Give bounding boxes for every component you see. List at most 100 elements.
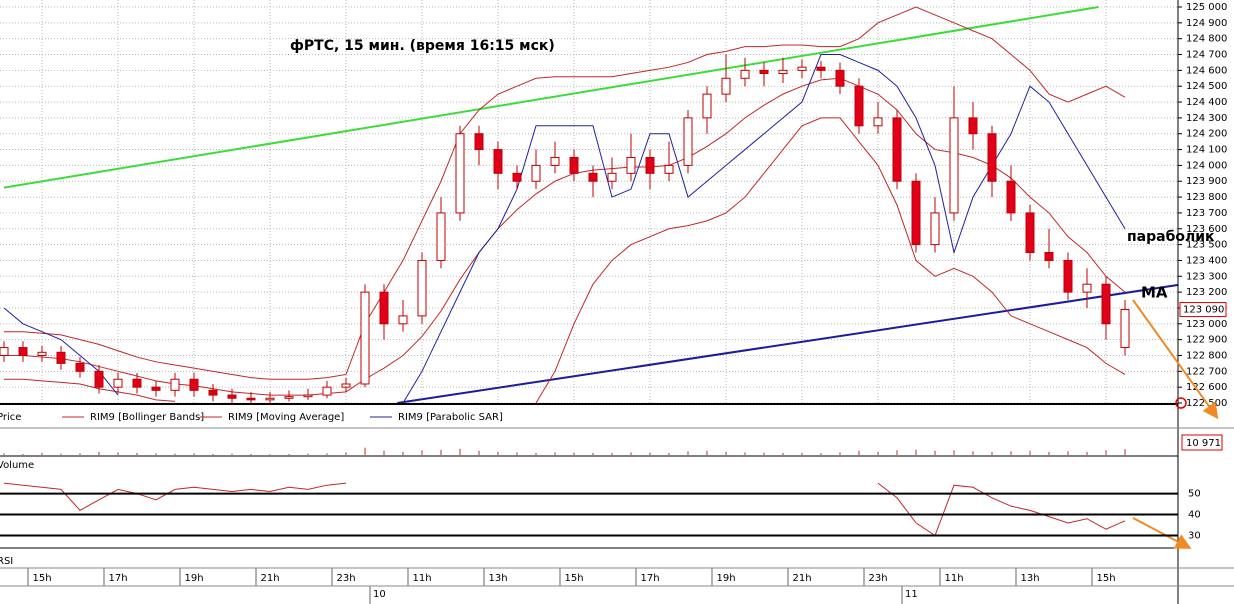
y-tick-label: 122 700 — [1186, 366, 1227, 377]
x-tick-label: 17h — [640, 573, 659, 584]
x-tick-label: 17h — [108, 573, 127, 584]
candle-body — [892, 117, 902, 182]
trendline — [3, 6, 1099, 189]
y-tick-label: 122 900 — [1186, 335, 1227, 346]
volume-bar — [706, 450, 708, 455]
candle-body — [1025, 212, 1035, 254]
candle-body — [474, 133, 484, 151]
arrow — [1132, 299, 1219, 420]
volume-bar — [364, 447, 366, 455]
candle-body — [0, 347, 9, 356]
y-tick-label: 30 — [1188, 531, 1201, 542]
x-tick-label: 13h — [1020, 573, 1039, 584]
candle-body — [797, 66, 807, 71]
y-tick-label: 123 200 — [1186, 287, 1227, 298]
x-tick-label: 11h — [412, 573, 431, 584]
y-tick-label: 124 000 — [1186, 160, 1227, 171]
candle-body — [911, 180, 921, 246]
candle-body — [56, 351, 66, 364]
trendline — [397, 283, 1178, 404]
volume-bar — [459, 448, 461, 455]
volume-bar — [573, 452, 575, 455]
y-tick-label: 124 700 — [1186, 50, 1227, 61]
volume-bar — [1029, 450, 1031, 455]
candle-body — [360, 291, 370, 385]
candle-body — [436, 212, 446, 261]
candle-body — [683, 117, 693, 166]
candle-body — [626, 156, 636, 174]
candle-body — [37, 351, 47, 356]
volume-bar — [687, 451, 689, 455]
volume-marker — [1181, 434, 1223, 451]
candle-body — [550, 156, 560, 166]
candle-body — [189, 378, 199, 391]
y-tick-label: 124 900 — [1186, 18, 1227, 29]
y-tick-label: 122 800 — [1186, 350, 1227, 361]
y-tick-label: 124 100 — [1186, 145, 1227, 156]
candle-body — [417, 259, 427, 317]
volume-bar — [421, 450, 423, 455]
legend-label: Price — [0, 412, 21, 423]
x-tick-label: 23h — [336, 573, 355, 584]
y-tick-label: 124 800 — [1186, 34, 1227, 45]
volume-bar — [60, 453, 62, 455]
candle-body — [835, 69, 845, 87]
volume-bar — [79, 453, 81, 455]
indicator-line — [4, 378, 176, 402]
x-tick-label: 15h — [32, 573, 51, 584]
candle-body — [778, 69, 788, 75]
candle-body — [512, 172, 522, 182]
volume-bar — [174, 453, 176, 455]
y-tick-label: 124 400 — [1186, 97, 1227, 108]
arrow — [1132, 517, 1192, 549]
volume-bar — [1048, 451, 1050, 455]
volume-bar — [383, 450, 385, 455]
volume-bar — [288, 453, 290, 455]
indicator-line — [877, 482, 1126, 537]
y-tick-label: 125 000 — [1186, 2, 1227, 13]
x-tick-label: 19h — [184, 573, 203, 584]
volume-bar — [212, 453, 214, 455]
chart-title: фРТС, 15 мин. (время 16:15 мск) — [290, 38, 555, 54]
x-tick-label: 13h — [488, 573, 507, 584]
volume-bar — [820, 453, 822, 455]
y-tick-label: 123 900 — [1186, 176, 1227, 187]
x-tick-label: 21h — [792, 573, 811, 584]
candle-body — [1044, 252, 1054, 261]
candle-body — [854, 85, 864, 127]
indicator-line — [3, 482, 347, 511]
candle-body — [398, 315, 408, 325]
candle-body — [1006, 180, 1016, 214]
volume-bar — [839, 452, 841, 455]
volume-bar — [402, 451, 404, 455]
volume-bar — [896, 450, 898, 455]
volume-bar — [155, 453, 157, 455]
y-tick-label: 123 600 — [1186, 224, 1227, 235]
y-tick-label: 123 000 — [1186, 319, 1227, 330]
y-tick-label: 124 600 — [1186, 65, 1227, 76]
y-tick-label: 122 600 — [1186, 382, 1227, 393]
y-tick-label: 123 300 — [1186, 271, 1227, 282]
volume-bar — [1105, 450, 1107, 455]
candle-body — [113, 378, 123, 388]
volume-bar — [231, 453, 233, 455]
candle-body — [607, 172, 617, 182]
candle-body — [284, 396, 294, 399]
panel-label: RSI — [0, 556, 13, 567]
volume-bar — [326, 453, 328, 455]
volume-bar — [1010, 451, 1012, 455]
panel-label: Volume — [0, 460, 34, 471]
candle-body — [94, 370, 104, 388]
volume-bar — [668, 452, 670, 455]
volume-bar — [953, 450, 955, 455]
volume-bar — [972, 451, 974, 455]
volume-bar — [22, 453, 24, 455]
candle-body — [246, 397, 256, 401]
rsi-panel — [3, 482, 1126, 537]
x-tick-label: 11h — [944, 573, 963, 584]
candle-body — [531, 164, 541, 182]
y-tick-label: 123 400 — [1186, 255, 1227, 266]
candle-body — [664, 164, 674, 174]
candle-body — [303, 394, 313, 398]
